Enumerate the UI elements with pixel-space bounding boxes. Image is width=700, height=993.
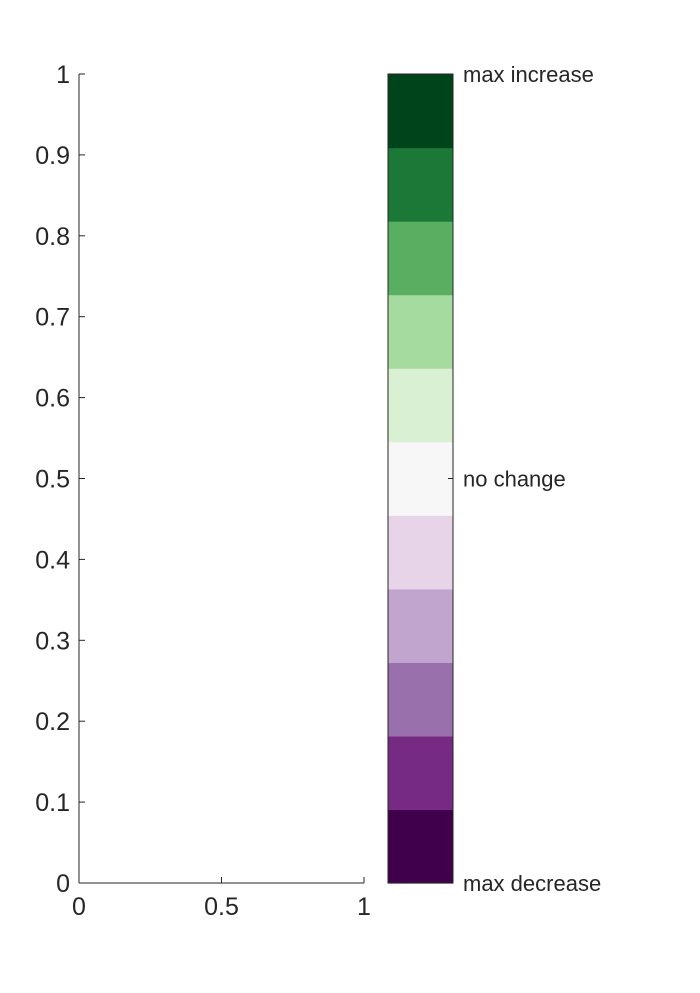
plot-axes: 0 0.5 1 00.10.20.30.40.50.60.70.80.91 (35, 61, 371, 921)
colorbar-label: no change (463, 467, 566, 492)
y-tick-label: 0.6 (35, 385, 70, 413)
plot-area (79, 74, 364, 883)
colorbar-swatch (388, 147, 453, 222)
y-ticks: 0 0.1 0.2 0.3 0.4 0.5 0.6 0.7 0.8 0.9 1 (35, 61, 85, 898)
colorbar-label: max decrease (463, 871, 601, 896)
colorbar-swatch (388, 74, 453, 149)
colorbar-swatch (388, 662, 453, 737)
colorbar-label: max increase (463, 62, 594, 87)
y-tick-label: 1 (56, 61, 70, 89)
y-tick-label: 0.8 (35, 223, 70, 251)
y-tick-label: 0.9 (35, 142, 70, 170)
y-tick-label: 0.2 (35, 708, 70, 736)
x-tick-label: 1 (357, 893, 371, 921)
y-tick-label: 0 (56, 870, 70, 898)
colorbar: max decrease no change max increase (387, 62, 601, 896)
x-tick-label: 0 (72, 893, 86, 921)
colorbar-labels: max decrease no change max increase (448, 62, 601, 896)
colorbar-swatch (388, 588, 453, 663)
y-tick-label: 0.7 (35, 304, 70, 332)
y-tick-label: 0.3 (35, 627, 70, 655)
colorbar-swatches (388, 74, 453, 884)
x-tick-label: 0.5 (204, 893, 239, 921)
colorbar-swatch (388, 515, 453, 590)
colorbar-swatch (388, 809, 453, 884)
y-tick-label: 0.1 (35, 789, 70, 817)
colorbar-swatch (388, 294, 453, 369)
y-tick-label: 0.4 (35, 546, 70, 574)
colorbar-swatch (388, 441, 453, 516)
colorbar-swatch (388, 735, 453, 811)
colorbar-swatch (388, 368, 453, 443)
x-ticks: 0 0.5 1 (72, 877, 371, 921)
y-tick-label: 0.5 (35, 466, 70, 494)
colorbar-swatch (388, 221, 453, 296)
